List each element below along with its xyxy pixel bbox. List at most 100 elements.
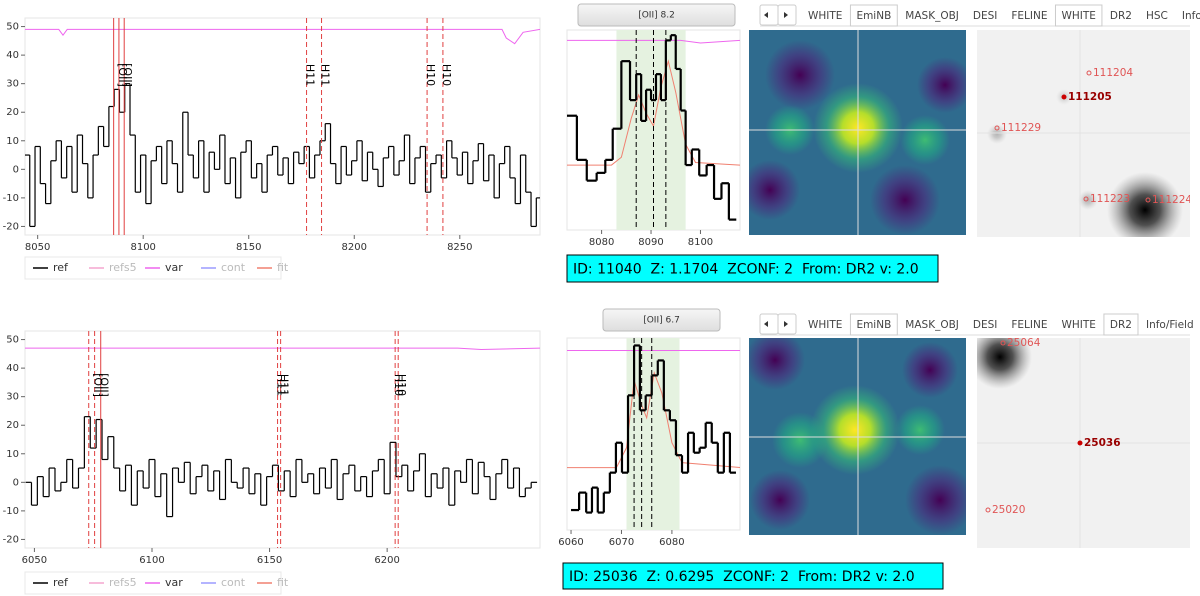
cutout-blob [749, 338, 805, 390]
line-label: H11 [275, 374, 288, 396]
x-tick-label: 8100 [130, 242, 155, 253]
source-label: 25036 [1084, 437, 1121, 449]
tab-label: DESI [973, 10, 997, 22]
source-label: 25064 [1007, 337, 1041, 349]
plot-frame [24, 330, 541, 549]
source-marker [1061, 94, 1067, 100]
y-tick-label: 40 [6, 50, 19, 61]
tab-arrow-icon [784, 12, 788, 18]
y-tick-label: 0 [13, 477, 19, 488]
line-series [25, 28, 540, 45]
tab-label: Info/Field [1146, 319, 1194, 331]
cutout-blob [810, 385, 900, 475]
tab-label: DR2 [1110, 10, 1132, 22]
y-tick-label: 30 [6, 392, 19, 403]
line-series [25, 347, 540, 351]
source-label: 111223 [1090, 193, 1130, 205]
legend-label: cont [221, 261, 246, 274]
line-label: [OII] [116, 63, 129, 87]
info-box [562, 562, 944, 590]
cutout-blob [895, 405, 945, 455]
line-label: [OII] [121, 63, 134, 87]
line-label: H10 [440, 64, 453, 86]
line-button[interactable] [602, 308, 721, 332]
tab-arrow-button[interactable] [759, 4, 779, 26]
y-tick-label: 50 [6, 335, 19, 346]
y-tick-label: 10 [6, 449, 19, 460]
x-tick-label: 6200 [374, 555, 399, 566]
line-button-label: [OII] 8.2 [638, 11, 675, 21]
cutout-blob [917, 57, 966, 113]
cutout-blob [750, 470, 810, 530]
line-button[interactable] [577, 3, 736, 27]
x-tick-label: 8200 [342, 242, 367, 253]
cutout-blob [765, 40, 835, 110]
y-tick-label: 20 [6, 107, 19, 118]
cutout-blob [977, 338, 1032, 389]
line-button-label: [OII] 6.7 [643, 316, 680, 326]
x-tick-label: 8150 [236, 242, 261, 253]
cutout-blob [749, 160, 800, 220]
source-label: 25020 [992, 504, 1025, 516]
info-text: ID: 11040 Z: 1.1704 ZCONF: 2 From: DR2 v… [573, 262, 919, 278]
source-marker [985, 507, 991, 513]
source-marker [1083, 196, 1089, 202]
x-tick-label: 6060 [558, 537, 583, 548]
tab-label: FELINE [1011, 10, 1047, 22]
cutout-blob [870, 165, 940, 235]
tab[interactable] [849, 4, 898, 27]
step-riser [578, 345, 732, 513]
tab-label: MASK_OBJ [905, 319, 959, 331]
step-riser [575, 35, 730, 220]
source-label: 111204 [1093, 67, 1133, 79]
x-tick-label: 6150 [257, 555, 282, 566]
plot-layer [567, 338, 740, 530]
y-tick-label: 20 [6, 420, 19, 431]
legend-label: fit [277, 576, 289, 589]
legend-label: fit [277, 261, 289, 274]
x-tick-label: 8050 [25, 242, 50, 253]
source-marker [994, 125, 1000, 131]
source-marker [1086, 70, 1092, 76]
line-label: H10 [395, 374, 408, 396]
tab-label: WHITE [808, 319, 842, 331]
legend-label: ref [53, 261, 69, 274]
legend-label: var [165, 576, 183, 589]
source-label: 111205 [1068, 91, 1112, 103]
cutout-image: 111204 111205 111229 111223 111224 [977, 30, 1192, 237]
tab[interactable] [1054, 4, 1103, 27]
y-tick-label: 50 [6, 22, 19, 33]
x-tick-label: 8250 [447, 242, 472, 253]
cutout-blob [902, 342, 958, 398]
legend-label: ref [53, 576, 69, 589]
source-label: 111224 [1152, 194, 1192, 206]
tab[interactable] [849, 313, 898, 336]
tab-label: WHITE [1061, 10, 1095, 22]
line-label: H11 [278, 374, 291, 396]
tab-arrow-button[interactable] [759, 313, 779, 335]
line-label: [OII] [92, 373, 105, 397]
tab-arrow-icon [764, 12, 768, 18]
info-box [566, 254, 939, 283]
tab-label: EmiNB [856, 319, 891, 331]
source-label: 111229 [1001, 122, 1041, 134]
tab[interactable] [1103, 313, 1139, 336]
line-label: H10 [424, 64, 437, 86]
tab-label: WHITE [1061, 319, 1095, 331]
y-tick-label: 0 [13, 164, 19, 175]
legend-label: var [165, 261, 183, 274]
plot-layer [567, 30, 740, 230]
source-marker [1000, 340, 1006, 346]
x-tick-label: 6100 [139, 555, 164, 566]
tab-label: DR2 [1110, 319, 1132, 331]
x-tick-label: 8100 [688, 237, 713, 248]
plot-layer [25, 18, 540, 235]
y-tick-label: -20 [3, 534, 19, 545]
y-tick-label: 10 [6, 136, 19, 147]
x-tick-label: 8080 [589, 237, 614, 248]
x-tick-label: 6050 [22, 555, 47, 566]
cutout-blob [900, 115, 950, 165]
cutout-image [749, 338, 966, 535]
x-tick-label: 8090 [638, 237, 663, 248]
step-riser [29, 83, 537, 227]
